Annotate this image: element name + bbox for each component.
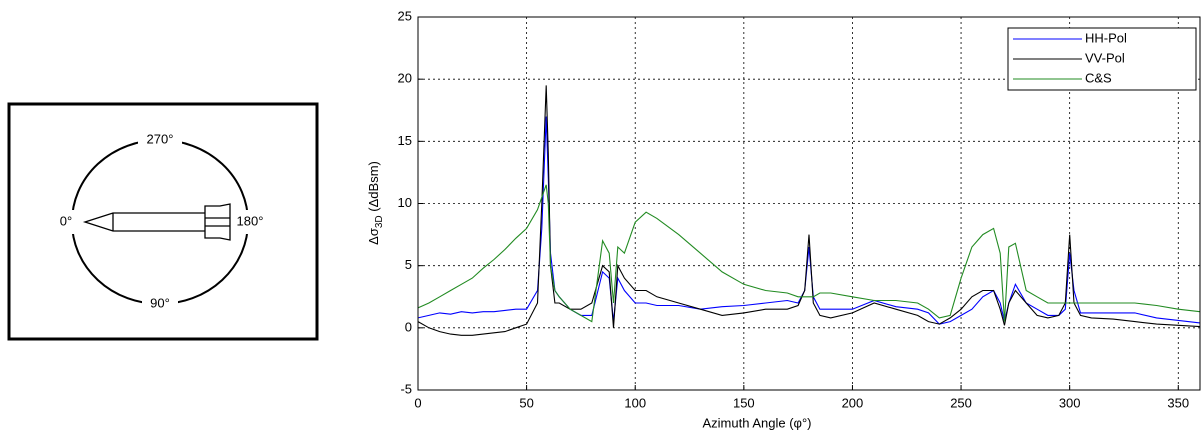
label-gap [142, 294, 178, 314]
x-axis-label: Azimuth Angle (φ°) [702, 415, 811, 430]
legend-label: C&S [1085, 70, 1112, 85]
legend-label: VV-Pol [1085, 50, 1125, 65]
x-tick-label: 50 [519, 395, 533, 410]
missile [82, 203, 231, 241]
series-line [417, 184, 1201, 323]
x-tick-label: 250 [950, 395, 972, 410]
legend-label: HH-Pol [1085, 30, 1127, 45]
y-tick-label: -5 [400, 381, 412, 396]
x-tick-label: 100 [624, 395, 646, 410]
y-axis-label-sub: 3D [374, 215, 385, 228]
label-gap [50, 210, 84, 234]
x-tick-label: 300 [1059, 395, 1081, 410]
diagram-label: 90° [150, 295, 170, 310]
label-gap [232, 210, 268, 234]
plot-frame [417, 16, 1201, 391]
y-tick-label: 10 [398, 195, 412, 210]
y-tick-label: 25 [398, 8, 412, 23]
label-gap [138, 130, 182, 150]
diagram-label: 270° [147, 131, 174, 146]
diagram: 270° 0° 180° 90° [7, 102, 319, 341]
x-tick-label: 350 [1167, 395, 1189, 410]
y-tick-label: 0 [405, 319, 412, 334]
y-tick-label: 15 [398, 133, 412, 148]
x-tick-label: 0 [414, 395, 421, 410]
x-tick-label: 150 [733, 395, 755, 410]
y-tick-label: 20 [398, 71, 412, 86]
series-line [417, 85, 1201, 336]
x-tick-label: 200 [842, 395, 864, 410]
y-axis-label-rest: (ΔdBsm) [366, 161, 381, 215]
diagram-label: 0° [60, 213, 72, 228]
diagram-label: 180° [237, 213, 264, 228]
y-axis-label: Δσ3D (ΔdBsm) [366, 161, 384, 245]
y-tick-label: 5 [405, 257, 412, 272]
y-axis-label-main: Δσ [366, 228, 381, 245]
